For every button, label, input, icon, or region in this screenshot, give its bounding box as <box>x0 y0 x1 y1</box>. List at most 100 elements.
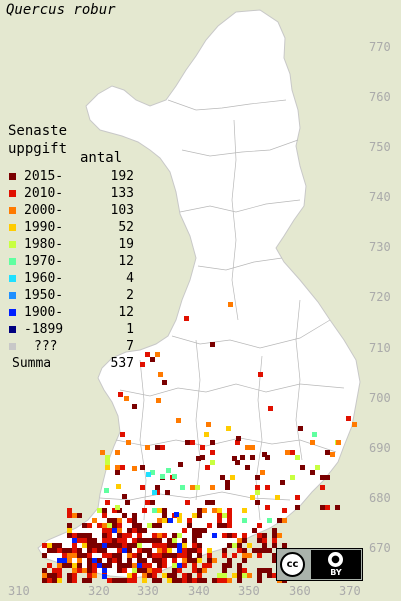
observation-cell <box>262 568 267 573</box>
observation-cell <box>162 533 167 538</box>
observation-cell <box>227 523 232 528</box>
observation-cell <box>166 468 171 473</box>
observation-cell <box>137 538 142 543</box>
observation-cell <box>257 523 262 528</box>
observation-cell <box>182 558 187 563</box>
legend-swatch <box>9 292 16 299</box>
observation-cell <box>87 553 92 558</box>
observation-cell <box>117 548 122 553</box>
observation-cell <box>115 450 120 455</box>
observation-cell <box>152 543 157 548</box>
observation-cell <box>267 568 272 573</box>
observation-cell <box>92 518 97 523</box>
observation-cell <box>137 533 142 538</box>
observation-cell <box>202 563 207 568</box>
observation-cell <box>192 538 197 543</box>
observation-cell <box>57 558 62 563</box>
observation-cell <box>192 548 197 553</box>
observation-cell <box>157 538 162 543</box>
observation-cell <box>255 490 260 495</box>
observation-cell <box>157 568 162 573</box>
observation-cell <box>177 543 182 548</box>
observation-cell <box>147 538 152 543</box>
legend-count: 2 <box>126 288 134 303</box>
observation-cell <box>77 563 82 568</box>
cc-by-license-badge[interactable]: cc ● BY <box>276 548 363 581</box>
legend-row: 2000- 103 <box>8 202 148 219</box>
legend-count: 4 <box>126 271 134 286</box>
observation-cell <box>117 558 122 563</box>
observation-cell <box>137 528 142 533</box>
observation-cell <box>222 563 227 568</box>
observation-cell <box>107 558 112 563</box>
observation-cell <box>207 548 212 553</box>
legend-count: 133 <box>110 186 134 201</box>
legend-swatch <box>9 173 16 180</box>
observation-cell <box>57 568 62 573</box>
observation-cell <box>210 450 215 455</box>
legend-period: ??? <box>34 339 58 354</box>
observation-cell <box>67 558 72 563</box>
observation-cell <box>62 558 67 563</box>
observation-cell <box>202 568 207 573</box>
observation-cell <box>257 568 262 573</box>
x-tick-label: 350 <box>238 584 260 598</box>
observation-cell <box>167 538 172 543</box>
observation-cell <box>197 568 202 573</box>
observation-cell <box>132 523 137 528</box>
observation-cell <box>280 480 285 485</box>
finland-outline <box>37 9 361 579</box>
observation-cell <box>217 523 222 528</box>
observation-cell <box>97 558 102 563</box>
observation-cell <box>295 455 300 460</box>
observation-cell <box>290 450 295 455</box>
observation-cell <box>87 538 92 543</box>
observation-cell <box>42 578 47 583</box>
observation-cell <box>225 480 230 485</box>
observation-cell <box>277 518 282 523</box>
observation-cell <box>137 543 142 548</box>
observation-cell <box>157 508 162 513</box>
observation-cell <box>162 518 167 523</box>
observation-cell <box>122 568 127 573</box>
observation-cell <box>117 553 122 558</box>
observation-cell <box>174 512 179 517</box>
observation-cell <box>192 568 197 573</box>
observation-cell <box>197 548 202 553</box>
observation-cell <box>142 573 147 578</box>
observation-cell <box>272 573 277 578</box>
observation-cell <box>42 573 47 578</box>
observation-cell <box>102 563 107 568</box>
observation-cell <box>145 445 150 450</box>
observation-cell <box>117 523 122 528</box>
observation-cell <box>236 436 241 441</box>
observation-cell <box>325 450 330 455</box>
observation-cell <box>122 538 127 543</box>
y-tick-label: 710 <box>369 341 391 355</box>
observation-cell <box>152 553 157 558</box>
observation-cell <box>192 533 197 538</box>
observation-cell <box>105 455 110 460</box>
observation-cell <box>272 528 277 533</box>
legend-row: 1980- 19 <box>8 236 148 253</box>
observation-cell <box>132 563 137 568</box>
observation-cell <box>142 508 147 513</box>
observation-cell <box>107 563 112 568</box>
observation-cell <box>127 533 132 538</box>
observation-cell <box>150 357 155 362</box>
region-border <box>181 139 299 157</box>
observation-cell <box>127 553 132 558</box>
observation-cell <box>222 523 227 528</box>
observation-cell <box>107 543 112 548</box>
observation-cell <box>192 578 197 583</box>
observation-cell <box>117 518 122 523</box>
observation-cell <box>152 578 157 583</box>
observation-cell <box>180 485 185 490</box>
observation-cell <box>142 578 147 583</box>
legend-swatch <box>9 258 16 265</box>
observation-cell <box>245 465 250 470</box>
legend-count: 7 <box>126 339 134 354</box>
observation-cell <box>67 533 72 538</box>
observation-cell <box>220 475 225 480</box>
